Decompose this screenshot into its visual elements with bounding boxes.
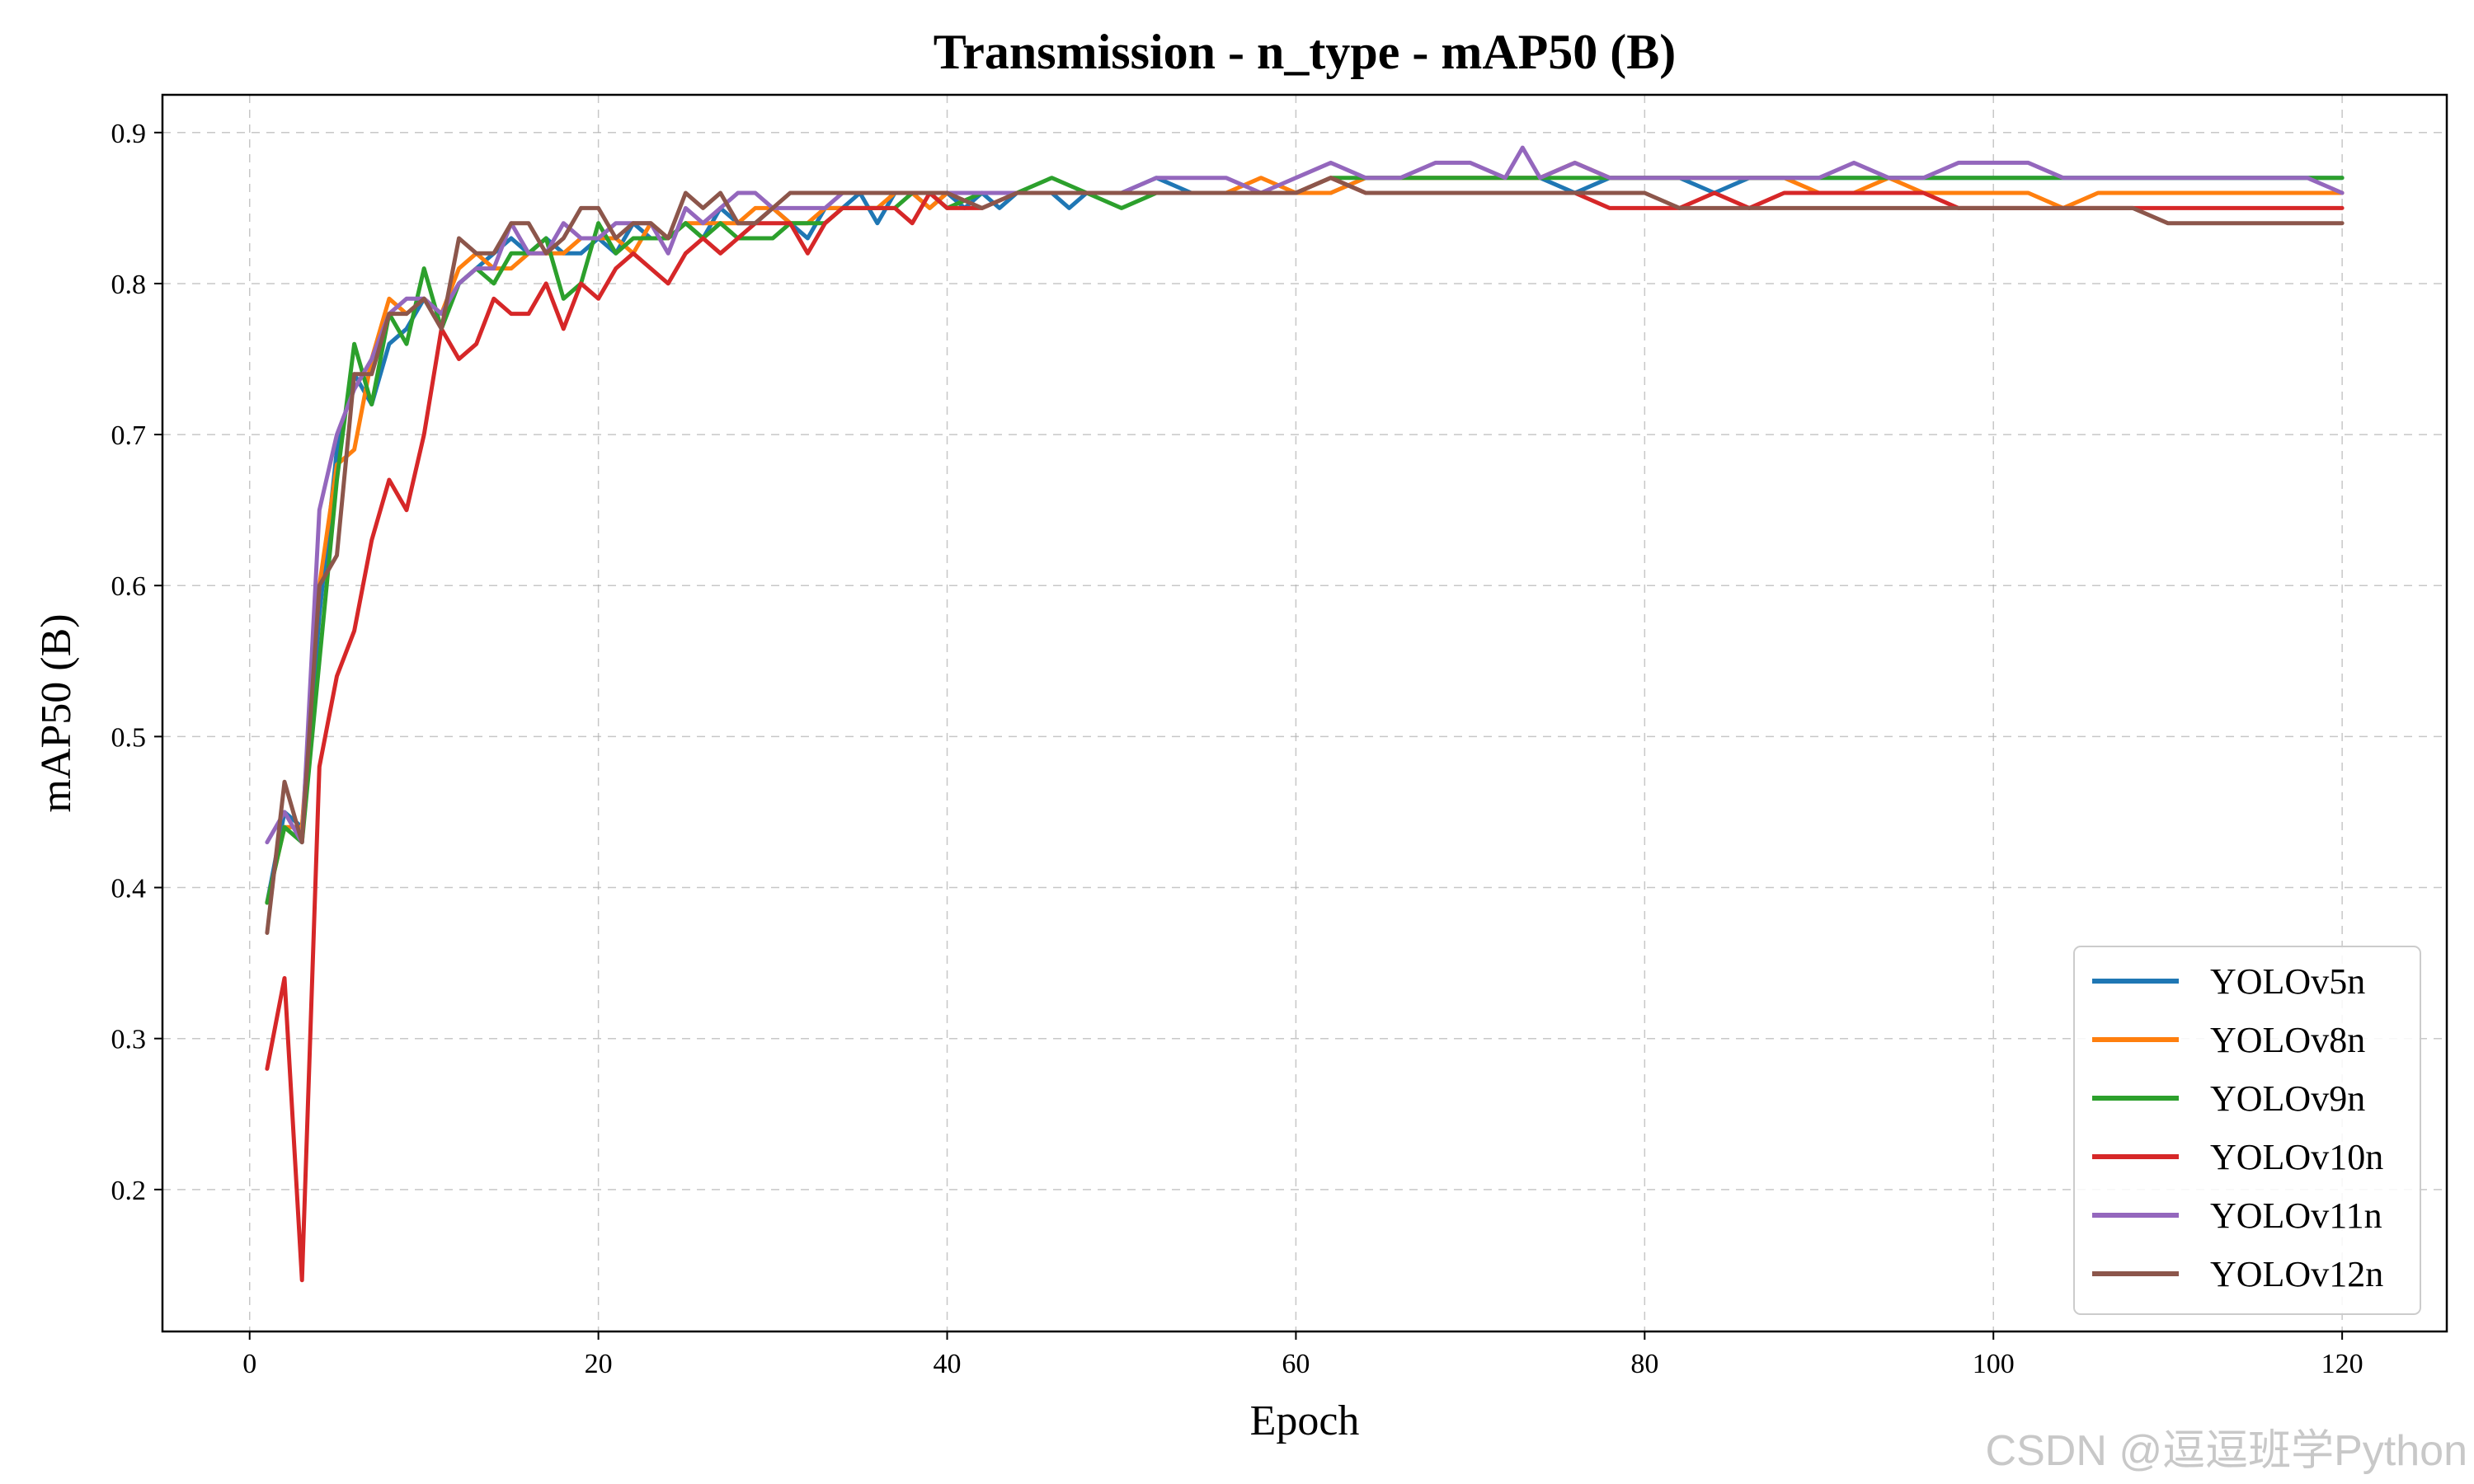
y-tick-label: 0.3 [111, 1025, 147, 1055]
legend: YOLOv5n YOLOv8n YOLOv9n YOLOv10n YOLOv11n YOL… [2073, 946, 2421, 1315]
y-tick-label: 0.7 [111, 420, 147, 451]
x-tick-label: 100 [1973, 1349, 2015, 1379]
x-tick-label: 120 [2321, 1349, 2363, 1379]
y-tick-label: 0.9 [111, 119, 147, 149]
x-tick-label: 20 [585, 1349, 613, 1379]
legend-label: YOLOv12n [2210, 1254, 2383, 1294]
y-tick-label: 0.2 [111, 1176, 147, 1206]
x-tick-label: 60 [1282, 1349, 1310, 1379]
legend-label: YOLOv10n [2210, 1137, 2383, 1177]
y-axis-label: mAP50 (B) [33, 613, 80, 812]
series-line-yolov12n [265, 176, 2345, 935]
legend-label: YOLOv5n [2210, 961, 2365, 1002]
plot-frame [161, 93, 2448, 1333]
x-tick-label: 0 [242, 1349, 256, 1379]
series-lines [265, 145, 2345, 1283]
series-line-yolov11n [265, 145, 2345, 845]
y-tick-label: 0.8 [111, 270, 147, 300]
series-line-yolov10n [265, 176, 2345, 1283]
y-tick-label: 0.6 [111, 571, 147, 602]
legend-label: YOLOv8n [2210, 1020, 2365, 1060]
legend-label: YOLOv11n [2210, 1195, 2382, 1236]
x-axis-label: Epoch [1250, 1397, 1360, 1444]
x-tick-label: 80 [1630, 1349, 1658, 1379]
axis-ticks: 0 20 40 60 80 100 120 0.2 0.3 0.4 0.5 0.6 0.7 0.8 0.9 [111, 119, 2363, 1379]
watermark: CSDN @逗逗班学Python [1985, 1427, 2467, 1475]
legend-label: YOLOv9n [2210, 1078, 2365, 1119]
y-tick-label: 0.4 [111, 874, 147, 904]
chart-title: Transmission - n_type - mAP50 (B) [934, 25, 1677, 79]
x-tick-label: 40 [934, 1349, 962, 1379]
y-tick-label: 0.5 [111, 722, 147, 753]
